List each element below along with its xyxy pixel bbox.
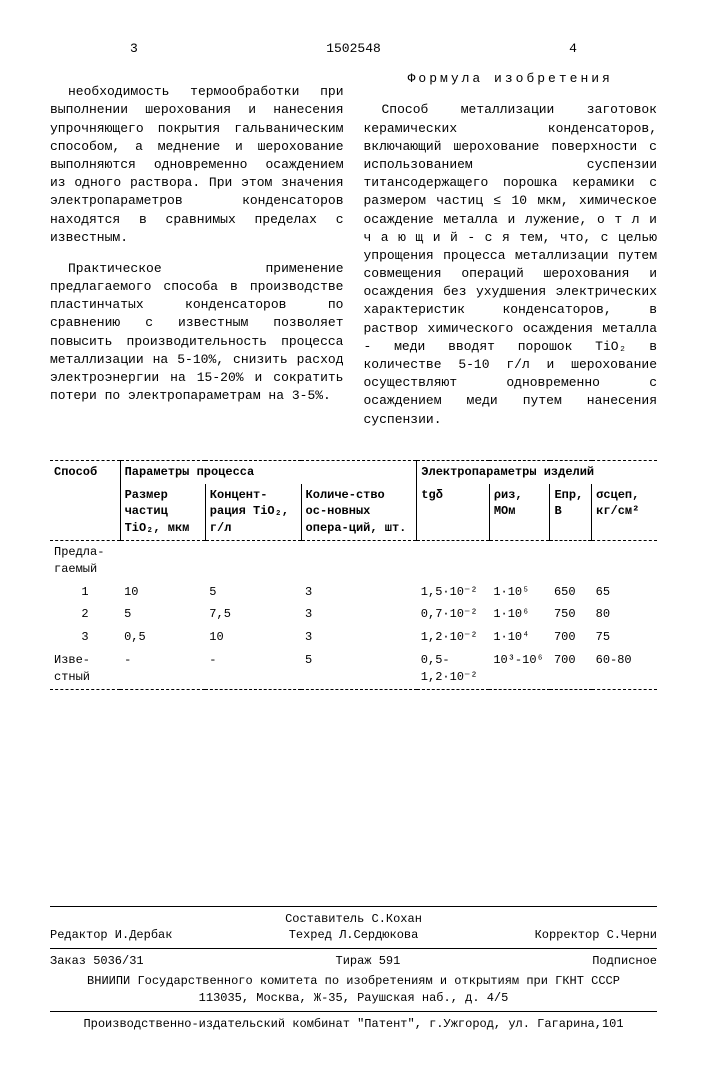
cell: 1,2·10⁻²	[417, 626, 490, 649]
tech-editor: Техред Л.Сердюкова	[289, 927, 419, 944]
body-columns: необходимость термообработки при выполне…	[50, 70, 657, 442]
cell: 0,7·10⁻²	[417, 603, 490, 626]
print-run: Тираж 591	[336, 953, 401, 970]
row-label-known: Изве-стный	[50, 649, 120, 689]
footer: Составитель С.Кохан Редактор И.Дербак Те…	[50, 906, 657, 1033]
table-row: 2 5 7,5 3 0,7·10⁻² 1·10⁶ 750 80	[50, 603, 657, 626]
cell: 80	[592, 603, 657, 626]
org-line1: ВНИИПИ Государственного комитета по изоб…	[50, 973, 657, 990]
cell: 1·10⁵	[489, 581, 550, 604]
right-column: Формула изобретения Способ металлизации …	[364, 70, 658, 442]
cell: 3	[50, 626, 120, 649]
table-row: Изве-стный - - 5 0,5-1,2·10⁻² 10³-10⁶ 70…	[50, 649, 657, 689]
cell: 750	[550, 603, 592, 626]
table-row: 1 10 5 3 1,5·10⁻² 1·10⁵ 650 65	[50, 581, 657, 604]
patent-number: 1502548	[326, 40, 381, 58]
th-sigma: σсцеп, кг/см²	[592, 484, 657, 541]
cell: 3	[301, 603, 417, 626]
cell: 0,5	[120, 626, 205, 649]
compiler: Составитель С.Кохан	[50, 911, 657, 928]
row-label-proposed: Предла-гаемый	[50, 540, 120, 580]
cell: 5	[120, 603, 205, 626]
page-left-num: 3	[130, 40, 138, 58]
cell: 2	[50, 603, 120, 626]
th-conc: Концент-рация TiO₂, г/л	[205, 484, 301, 541]
th-rho: ρиз, МОм	[489, 484, 550, 541]
page-right-num: 4	[569, 40, 577, 58]
cell: 60-80	[592, 649, 657, 689]
footer-order-block: Заказ 5036/31 Тираж 591 Подписное ВНИИПИ…	[50, 948, 657, 1011]
left-para1: необходимость термообработки при выполне…	[50, 83, 344, 247]
th-method: Способ	[50, 460, 120, 540]
cell: 650	[550, 581, 592, 604]
cell: 65	[592, 581, 657, 604]
subscription: Подписное	[592, 953, 657, 970]
cell: 3	[301, 581, 417, 604]
cell: 7,5	[205, 603, 301, 626]
spacer	[50, 726, 657, 906]
cell: -	[120, 649, 205, 689]
cell: 1·10⁶	[489, 603, 550, 626]
cell: 700	[550, 626, 592, 649]
page-header: 3 1502548 4	[50, 40, 657, 58]
right-para: Способ металлизации заготовок керамическ…	[364, 101, 658, 428]
footer-row-editors: Редактор И.Дербак Техред Л.Сердюкова Кор…	[50, 927, 657, 944]
cell: 3	[301, 626, 417, 649]
editor: Редактор И.Дербак	[50, 927, 172, 944]
cell: 10³-10⁶	[489, 649, 550, 689]
cell: 700	[550, 649, 592, 689]
cell: 1,5·10⁻²	[417, 581, 490, 604]
left-column: необходимость термообработки при выполне…	[50, 70, 344, 442]
th-tgd: tgδ	[417, 484, 490, 541]
cell: 75	[592, 626, 657, 649]
cell: 10	[205, 626, 301, 649]
th-epr: Eпр, В	[550, 484, 592, 541]
left-para2: Практическое применение предлагаемого сп…	[50, 260, 344, 406]
th-ops: Количе-ство ос-новных опера-ций, шт.	[301, 484, 417, 541]
order: Заказ 5036/31	[50, 953, 144, 970]
cell: 5	[301, 649, 417, 689]
corrector: Корректор С.Черни	[535, 927, 657, 944]
cell: 1	[50, 581, 120, 604]
printer: Производственно-издательский комбинат "П…	[50, 1016, 657, 1033]
th-size: Размер частиц TiO₂, мкм	[120, 484, 205, 541]
cell: 0,5-1,2·10⁻²	[417, 649, 490, 689]
cell: 1·10⁴	[489, 626, 550, 649]
org-line2: 113035, Москва, Ж-35, Раушская наб., д. …	[50, 990, 657, 1007]
formula-title: Формула изобретения	[364, 70, 658, 88]
cell: -	[205, 649, 301, 689]
cell: 5	[205, 581, 301, 604]
cell: 10	[120, 581, 205, 604]
table-row: 3 0,5 10 3 1,2·10⁻² 1·10⁴ 700 75	[50, 626, 657, 649]
data-table: Способ Параметры процесса Электропарамет…	[50, 460, 657, 696]
th-electro-params: Электропараметры изделий	[417, 460, 657, 483]
th-process-params: Параметры процесса	[120, 460, 417, 483]
